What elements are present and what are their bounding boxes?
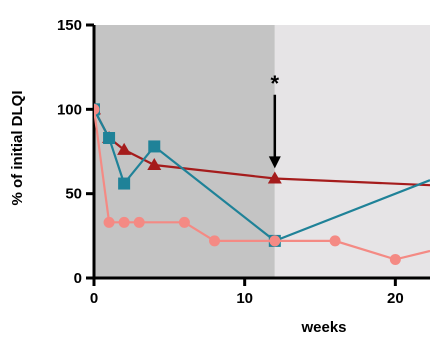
shaded-region-1 — [274, 25, 430, 278]
x-tick-label: 10 — [236, 290, 253, 307]
y-tick-label: 100 — [57, 101, 82, 118]
series-group — [94, 102, 430, 265]
data-point — [389, 253, 401, 265]
y-tick-label: 50 — [65, 186, 82, 203]
data-point — [148, 140, 161, 153]
shaded-regions — [94, 25, 430, 278]
y-tick-label: 150 — [57, 17, 82, 34]
annotation-asterisk: * — [271, 71, 280, 96]
data-point — [267, 171, 282, 184]
data-point — [209, 235, 221, 247]
x-axis-label: weeks — [300, 319, 346, 336]
y-tick-label: 0 — [74, 270, 82, 287]
axes: 0 50 100 150 0 10 20 — [57, 17, 430, 307]
data-point — [103, 132, 116, 145]
data-point — [329, 235, 341, 247]
data-point — [94, 103, 100, 115]
data-point — [147, 157, 162, 170]
x-tick-label: 20 — [387, 290, 404, 307]
data-point — [178, 216, 190, 228]
data-point — [133, 216, 145, 228]
data-point — [117, 142, 132, 155]
series-2 — [94, 103, 430, 265]
x-tick-label: 0 — [90, 290, 98, 307]
data-point — [269, 235, 281, 247]
series-line — [94, 109, 430, 261]
annotation-arrow-head — [268, 156, 281, 169]
data-point — [103, 216, 115, 228]
y-axis-label: % of initial DLQI — [9, 91, 26, 206]
data-point — [118, 177, 131, 190]
data-point — [118, 216, 130, 228]
annotations: * — [268, 71, 281, 169]
